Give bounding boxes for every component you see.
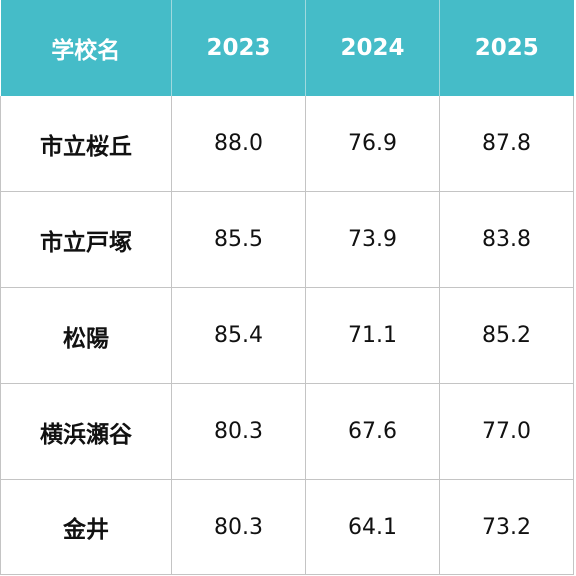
score-cell-2024: 67.6: [305, 383, 440, 480]
table-row: 市立桜丘 88.0 76.9 87.8: [0, 96, 574, 192]
score-cell-2023: 80.3: [171, 479, 306, 575]
score-cell-2023: 80.3: [171, 383, 306, 480]
score-cell-2023: 85.4: [171, 287, 306, 384]
column-header-school: 学校名: [0, 0, 172, 96]
score-cell-2025: 77.0: [439, 383, 574, 480]
column-header-2025: 2025: [439, 0, 574, 96]
school-name-cell: 市立戸塚: [0, 191, 172, 288]
table-row: 横浜瀬谷 80.3 67.6 77.0: [0, 383, 574, 480]
score-cell-2025: 85.2: [439, 287, 574, 384]
school-name-cell: 松陽: [0, 287, 172, 384]
score-cell-2024: 73.9: [305, 191, 440, 288]
score-cell-2025: 83.8: [439, 191, 574, 288]
school-name-cell: 市立桜丘: [0, 96, 172, 192]
score-cell-2025: 73.2: [439, 479, 574, 575]
school-name-cell: 横浜瀬谷: [0, 383, 172, 480]
score-cell-2023: 88.0: [171, 96, 306, 192]
score-cell-2023: 85.5: [171, 191, 306, 288]
column-header-2023: 2023: [171, 0, 306, 96]
header-row: 学校名 2023 2024 2025: [0, 0, 574, 96]
table-row: 金井 80.3 64.1 73.2: [0, 479, 574, 575]
school-name-cell: 金井: [0, 479, 172, 575]
score-cell-2024: 76.9: [305, 96, 440, 192]
table-row: 市立戸塚 85.5 73.9 83.8: [0, 191, 574, 288]
score-cell-2024: 64.1: [305, 479, 440, 575]
score-cell-2025: 87.8: [439, 96, 574, 192]
score-cell-2024: 71.1: [305, 287, 440, 384]
column-header-2024: 2024: [305, 0, 440, 96]
table-row: 松陽 85.4 71.1 85.2: [0, 287, 574, 384]
